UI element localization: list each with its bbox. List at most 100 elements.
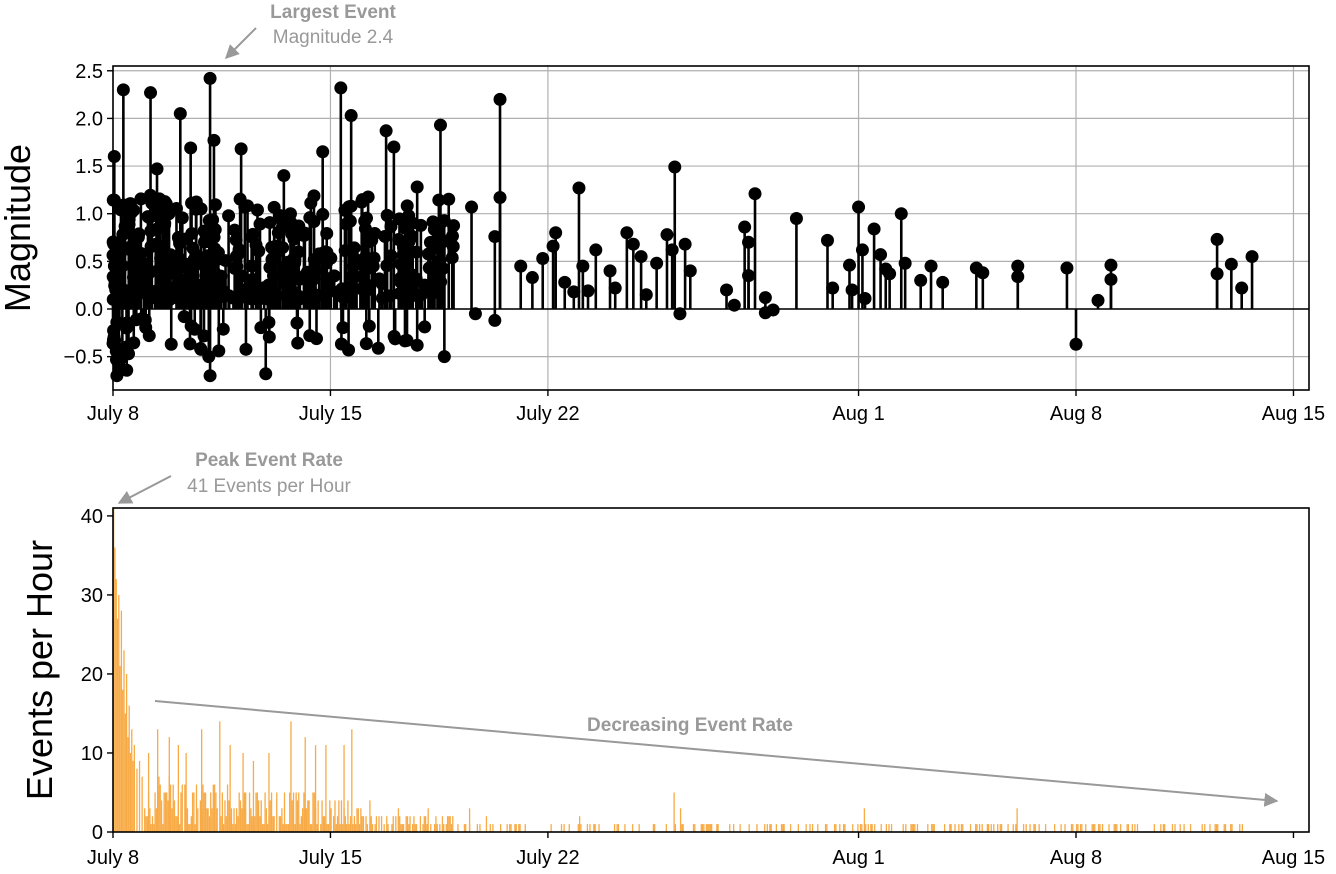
rate-bar: [304, 737, 306, 832]
rate-bar: [782, 824, 784, 832]
rate-bar: [282, 824, 284, 832]
y-tick-label: 0.0: [75, 299, 103, 321]
magnitude-y-ticks: −0.5 0.0 0.5 1.0 1.5 2.0 2.5: [64, 61, 113, 369]
rate-bar: [441, 816, 444, 832]
event-marker: [398, 334, 412, 348]
rate-bar: [184, 784, 186, 832]
event-marker: [316, 145, 330, 159]
rate-bar: [162, 824, 164, 832]
event-marker: [175, 211, 189, 225]
rate-bar: [859, 824, 862, 832]
rate-bar: [149, 808, 151, 832]
event-rate-y-ticks: 0 10 20 30 40: [81, 506, 113, 844]
event-marker: [894, 207, 908, 221]
rate-bar: [257, 800, 260, 832]
rate-bar: [250, 808, 252, 832]
rate-bar: [593, 824, 595, 832]
largest-event-annotation: Largest Event Magnitude 2.4: [225, 2, 396, 59]
rate-bar: [292, 792, 295, 832]
rate-bar: [276, 792, 278, 832]
event-marker: [874, 248, 888, 262]
rate-bar: [283, 792, 286, 832]
event-marker: [164, 337, 178, 351]
rate-bar: [448, 816, 450, 832]
rate-bar: [263, 824, 265, 832]
rate-bar: [305, 808, 308, 832]
event-marker: [1245, 250, 1259, 264]
rate-bar: [1131, 824, 1133, 832]
rate-bar: [333, 816, 335, 832]
event-marker: [852, 200, 866, 214]
rate-bar: [312, 792, 314, 832]
event-marker: [265, 252, 279, 266]
rate-bar: [181, 784, 183, 832]
rate-bar: [783, 824, 785, 832]
rate-bar: [586, 824, 589, 832]
rate-bar: [1241, 824, 1243, 832]
event-marker: [359, 337, 373, 351]
rate-bar: [265, 808, 268, 832]
rate-bar: [969, 824, 972, 832]
rate-bar: [1204, 824, 1206, 832]
rate-bar: [124, 713, 126, 832]
magnitude-y-axis-label: Magnitude: [0, 144, 38, 312]
rate-bar: [203, 792, 205, 832]
rate-bar: [780, 824, 783, 832]
event-marker: [936, 275, 950, 289]
rate-bar: [701, 824, 704, 832]
rate-bar: [914, 824, 916, 832]
rate-bar: [369, 800, 371, 832]
rate-bar: [435, 816, 437, 832]
event-marker: [123, 197, 137, 211]
event-marker: [344, 109, 358, 123]
rate-bar: [652, 824, 655, 832]
rate-bar: [260, 800, 262, 832]
rate-bar: [334, 800, 336, 832]
rate-bar: [1034, 824, 1036, 832]
rate-bar: [958, 824, 960, 832]
rate-bar: [229, 745, 231, 832]
rate-bar: [232, 824, 234, 832]
rate-bar: [247, 824, 249, 832]
rate-bar: [950, 824, 952, 832]
rate-bar: [370, 816, 372, 832]
rate-bar: [682, 824, 684, 832]
rate-bar: [241, 808, 243, 832]
rate-bar: [613, 824, 616, 832]
rate-bar: [550, 824, 552, 832]
rate-bar: [414, 824, 416, 832]
event-marker: [346, 269, 360, 283]
event-marker: [914, 273, 928, 287]
rate-bar: [179, 824, 181, 832]
rate-bar: [981, 824, 983, 832]
x-tick-label: Aug 15: [1262, 847, 1325, 869]
rate-bar: [221, 792, 224, 832]
rate-bar: [279, 816, 282, 832]
rate-bar: [1160, 824, 1162, 832]
event-marker: [720, 283, 734, 297]
rate-bar: [220, 816, 222, 832]
rate-bar: [692, 824, 695, 832]
rate-bar: [118, 594, 120, 832]
decreasing-rate-arrow: [154, 700, 1279, 807]
event-marker: [1235, 281, 1249, 295]
rate-bar: [125, 673, 128, 832]
rate-bar: [351, 729, 353, 832]
event-marker: [1091, 293, 1105, 307]
rate-bar: [1215, 824, 1218, 832]
y-tick-label: 10: [81, 743, 103, 765]
rate-bar: [1174, 824, 1176, 832]
event-marker: [660, 228, 674, 242]
rate-bar: [129, 752, 132, 832]
event-marker: [1224, 257, 1238, 271]
largest-event-subtitle: Magnitude 2.4: [273, 27, 394, 48]
rate-bar: [335, 824, 337, 832]
event-marker: [246, 279, 260, 293]
rate-bar: [987, 824, 990, 832]
event-marker: [387, 140, 401, 154]
event-marker: [488, 230, 502, 244]
rate-bar: [154, 792, 156, 832]
rate-bar: [235, 808, 238, 832]
event-marker: [287, 252, 301, 266]
